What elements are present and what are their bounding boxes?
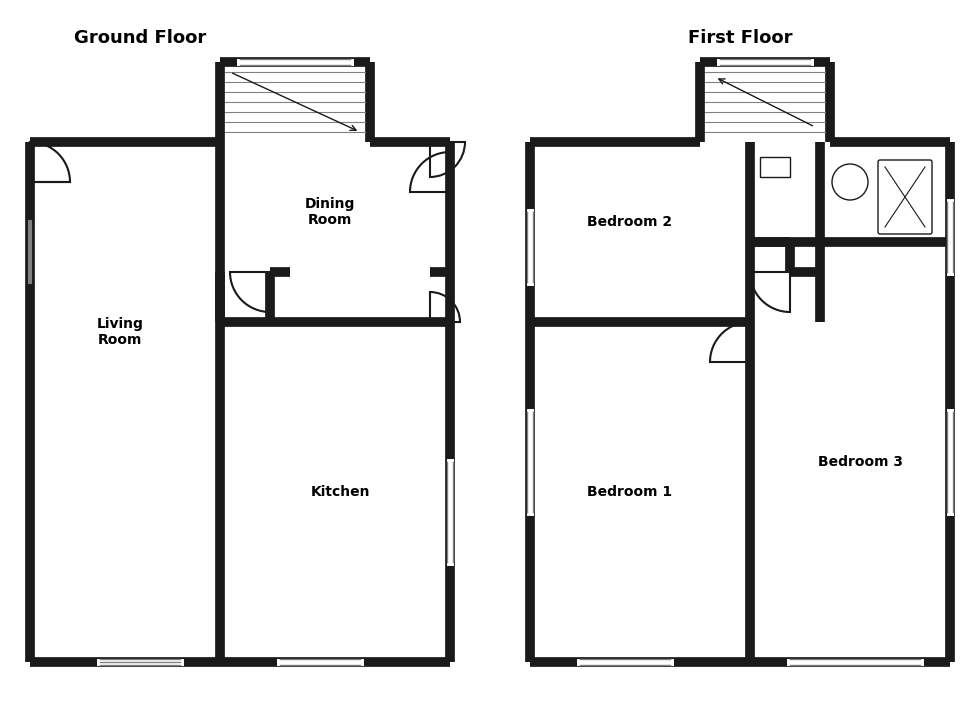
Text: Dining
Room: Dining Room	[305, 197, 355, 227]
Text: Kitchen: Kitchen	[311, 485, 369, 499]
FancyBboxPatch shape	[878, 160, 932, 234]
Text: Bedroom 1: Bedroom 1	[587, 485, 672, 499]
Text: Bedroom 3: Bedroom 3	[817, 455, 903, 469]
Text: Bedroom 2: Bedroom 2	[587, 215, 672, 229]
Text: Living
Room: Living Room	[97, 317, 143, 347]
Text: Ground Floor: Ground Floor	[74, 29, 206, 47]
Circle shape	[832, 164, 868, 200]
Text: First Floor: First Floor	[688, 29, 792, 47]
Bar	[760, 157, 790, 177]
